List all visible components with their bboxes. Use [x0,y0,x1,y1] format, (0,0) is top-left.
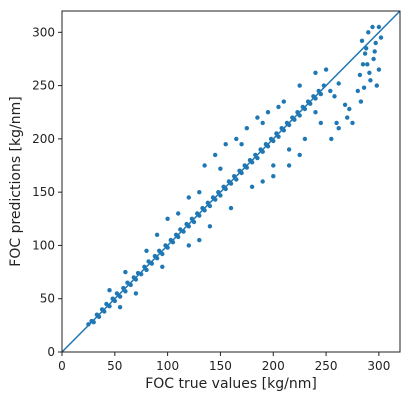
scatter-point [372,49,377,54]
scatter-point [336,81,341,86]
plot-frame [61,10,401,353]
scatter-point [123,269,128,275]
scatter-point [197,190,202,195]
points-layer [86,24,384,327]
scatter-point [117,305,123,310]
x-axis: 0 50 100 150 200 250 300 [58,352,390,373]
scatter-point [376,24,382,30]
x-tick-label: 100 [156,359,179,373]
scatter-point [361,85,367,90]
scatter-point [154,232,160,237]
scatter-point [378,35,384,40]
y-tick-label: 150 [32,185,55,199]
scatter-point [260,179,265,184]
scatter-point [281,99,286,104]
scatter-point [336,126,341,131]
scatter-point [176,211,181,216]
scatter-point [318,120,323,126]
scatter-point [359,38,365,43]
scatter-point [160,264,165,269]
scatter-point [197,237,202,243]
scatter-point [367,70,372,76]
scatter-point [347,106,352,112]
y-tick-label: 50 [40,292,55,306]
scatter-point [332,94,337,99]
y-tick-label: 300 [32,25,55,39]
scatter-point [202,163,207,168]
x-tick-label: 300 [367,359,390,373]
scatter-point [302,136,308,142]
reference-line [61,10,401,353]
scatter-point [355,88,360,94]
scatter-point [374,83,379,88]
x-tick-label: 50 [107,359,122,373]
scatter-point [249,184,255,189]
scatter-point [213,152,218,158]
scatter-point [255,115,260,120]
scatter-point [207,224,213,229]
scatter-point [286,147,292,152]
scatter-point [329,136,334,142]
scatter-point [133,291,139,296]
scatter-point [271,174,276,179]
x-tick-label: 200 [262,359,285,373]
y-tick-label: 250 [32,79,55,93]
y-tick-label: 100 [32,238,55,252]
scatter-point [144,248,149,253]
scatter-point [186,243,191,248]
scatter-point [297,152,302,158]
scatter-point [265,110,271,115]
scatter-point [334,120,339,126]
scatter-point [360,62,366,67]
scatter-point [350,120,355,126]
scatter-point [239,142,244,147]
scatter-point [373,40,378,46]
scatter-point [234,136,239,142]
y-axis: 0 50 100 150 200 250 300 [32,25,62,359]
y-axis-label: FOC predictions [kg/nm] [8,96,24,266]
scatter-point [342,102,348,108]
y-tick-label: 0 [47,345,55,359]
scatter-point [313,110,318,115]
scatter-point [366,30,371,35]
scatter-point [376,67,382,72]
scatter-point [313,70,318,76]
reference-line-layer [61,10,401,353]
scatter-point [244,126,249,131]
scatter-point [286,163,292,168]
scatter-point [345,115,350,120]
scatter-point [260,120,265,126]
scatter-point [368,78,373,83]
scatter-point [357,72,363,78]
scatter-point [358,99,364,104]
scatter-point [297,83,302,88]
y-tick-label: 200 [32,132,55,146]
scatter-point [362,51,368,56]
scatter-point [323,67,329,72]
scatter-point [218,166,223,171]
scatter-point [271,163,276,168]
x-axis-label: FOC true values [kg/nm] [145,376,317,392]
scatter-point [365,62,370,67]
scatter-point [228,205,234,211]
scatter-point [186,195,191,200]
scatter-point [223,142,228,147]
x-tick-label: 0 [58,359,66,373]
x-tick-label: 150 [209,359,232,373]
scatter-point [165,216,170,221]
scatter-point [370,24,375,30]
scatter-point [328,88,333,94]
scatter-point [276,104,281,110]
x-tick-label: 250 [315,359,338,373]
scatter-point [371,56,376,62]
scatter-point [107,288,112,293]
